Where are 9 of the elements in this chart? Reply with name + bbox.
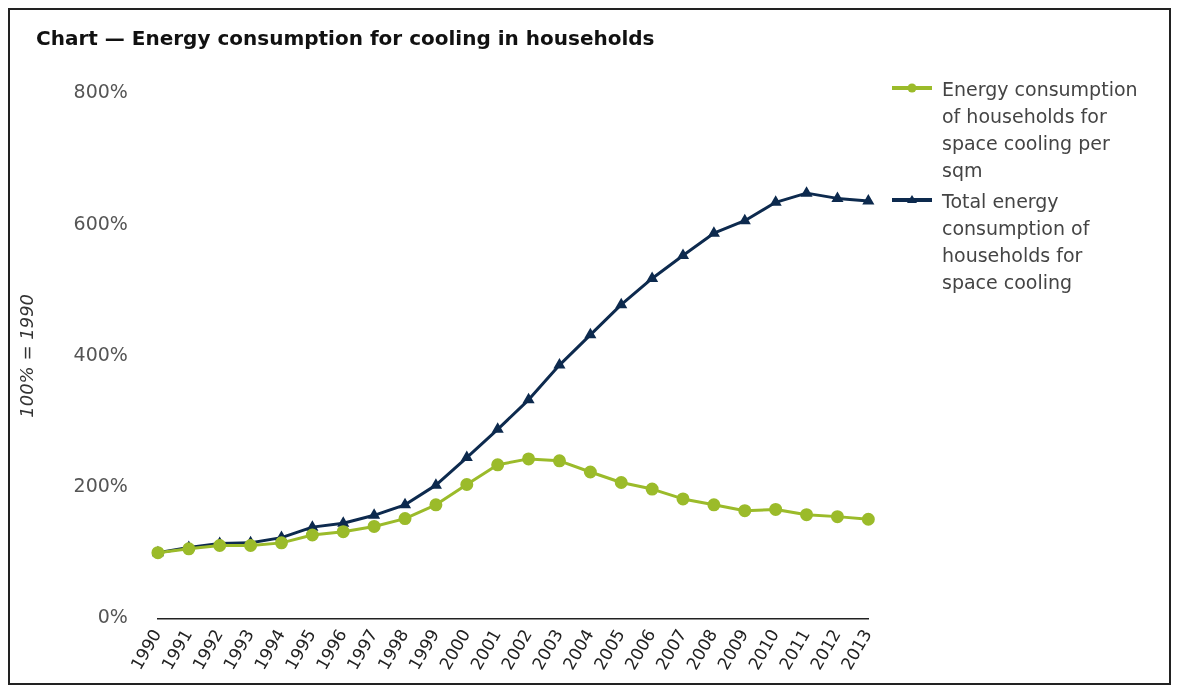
y-tick-label: 400% bbox=[73, 342, 128, 365]
chart-title: Chart — Energy consumption for cooling in households bbox=[36, 26, 655, 50]
y-tick-label: 200% bbox=[73, 474, 128, 497]
y-axis-title: 100% = 1990 bbox=[16, 293, 38, 418]
y-tick-label: 600% bbox=[73, 211, 128, 234]
legend-label: Total energy consumption of households for space cooling bbox=[942, 189, 1091, 295]
legend-label: Energy consumption of households for space cooling per sqm bbox=[942, 77, 1139, 183]
y-tick-label: 800% bbox=[73, 80, 128, 103]
y-tick-label: 0% bbox=[97, 605, 128, 628]
